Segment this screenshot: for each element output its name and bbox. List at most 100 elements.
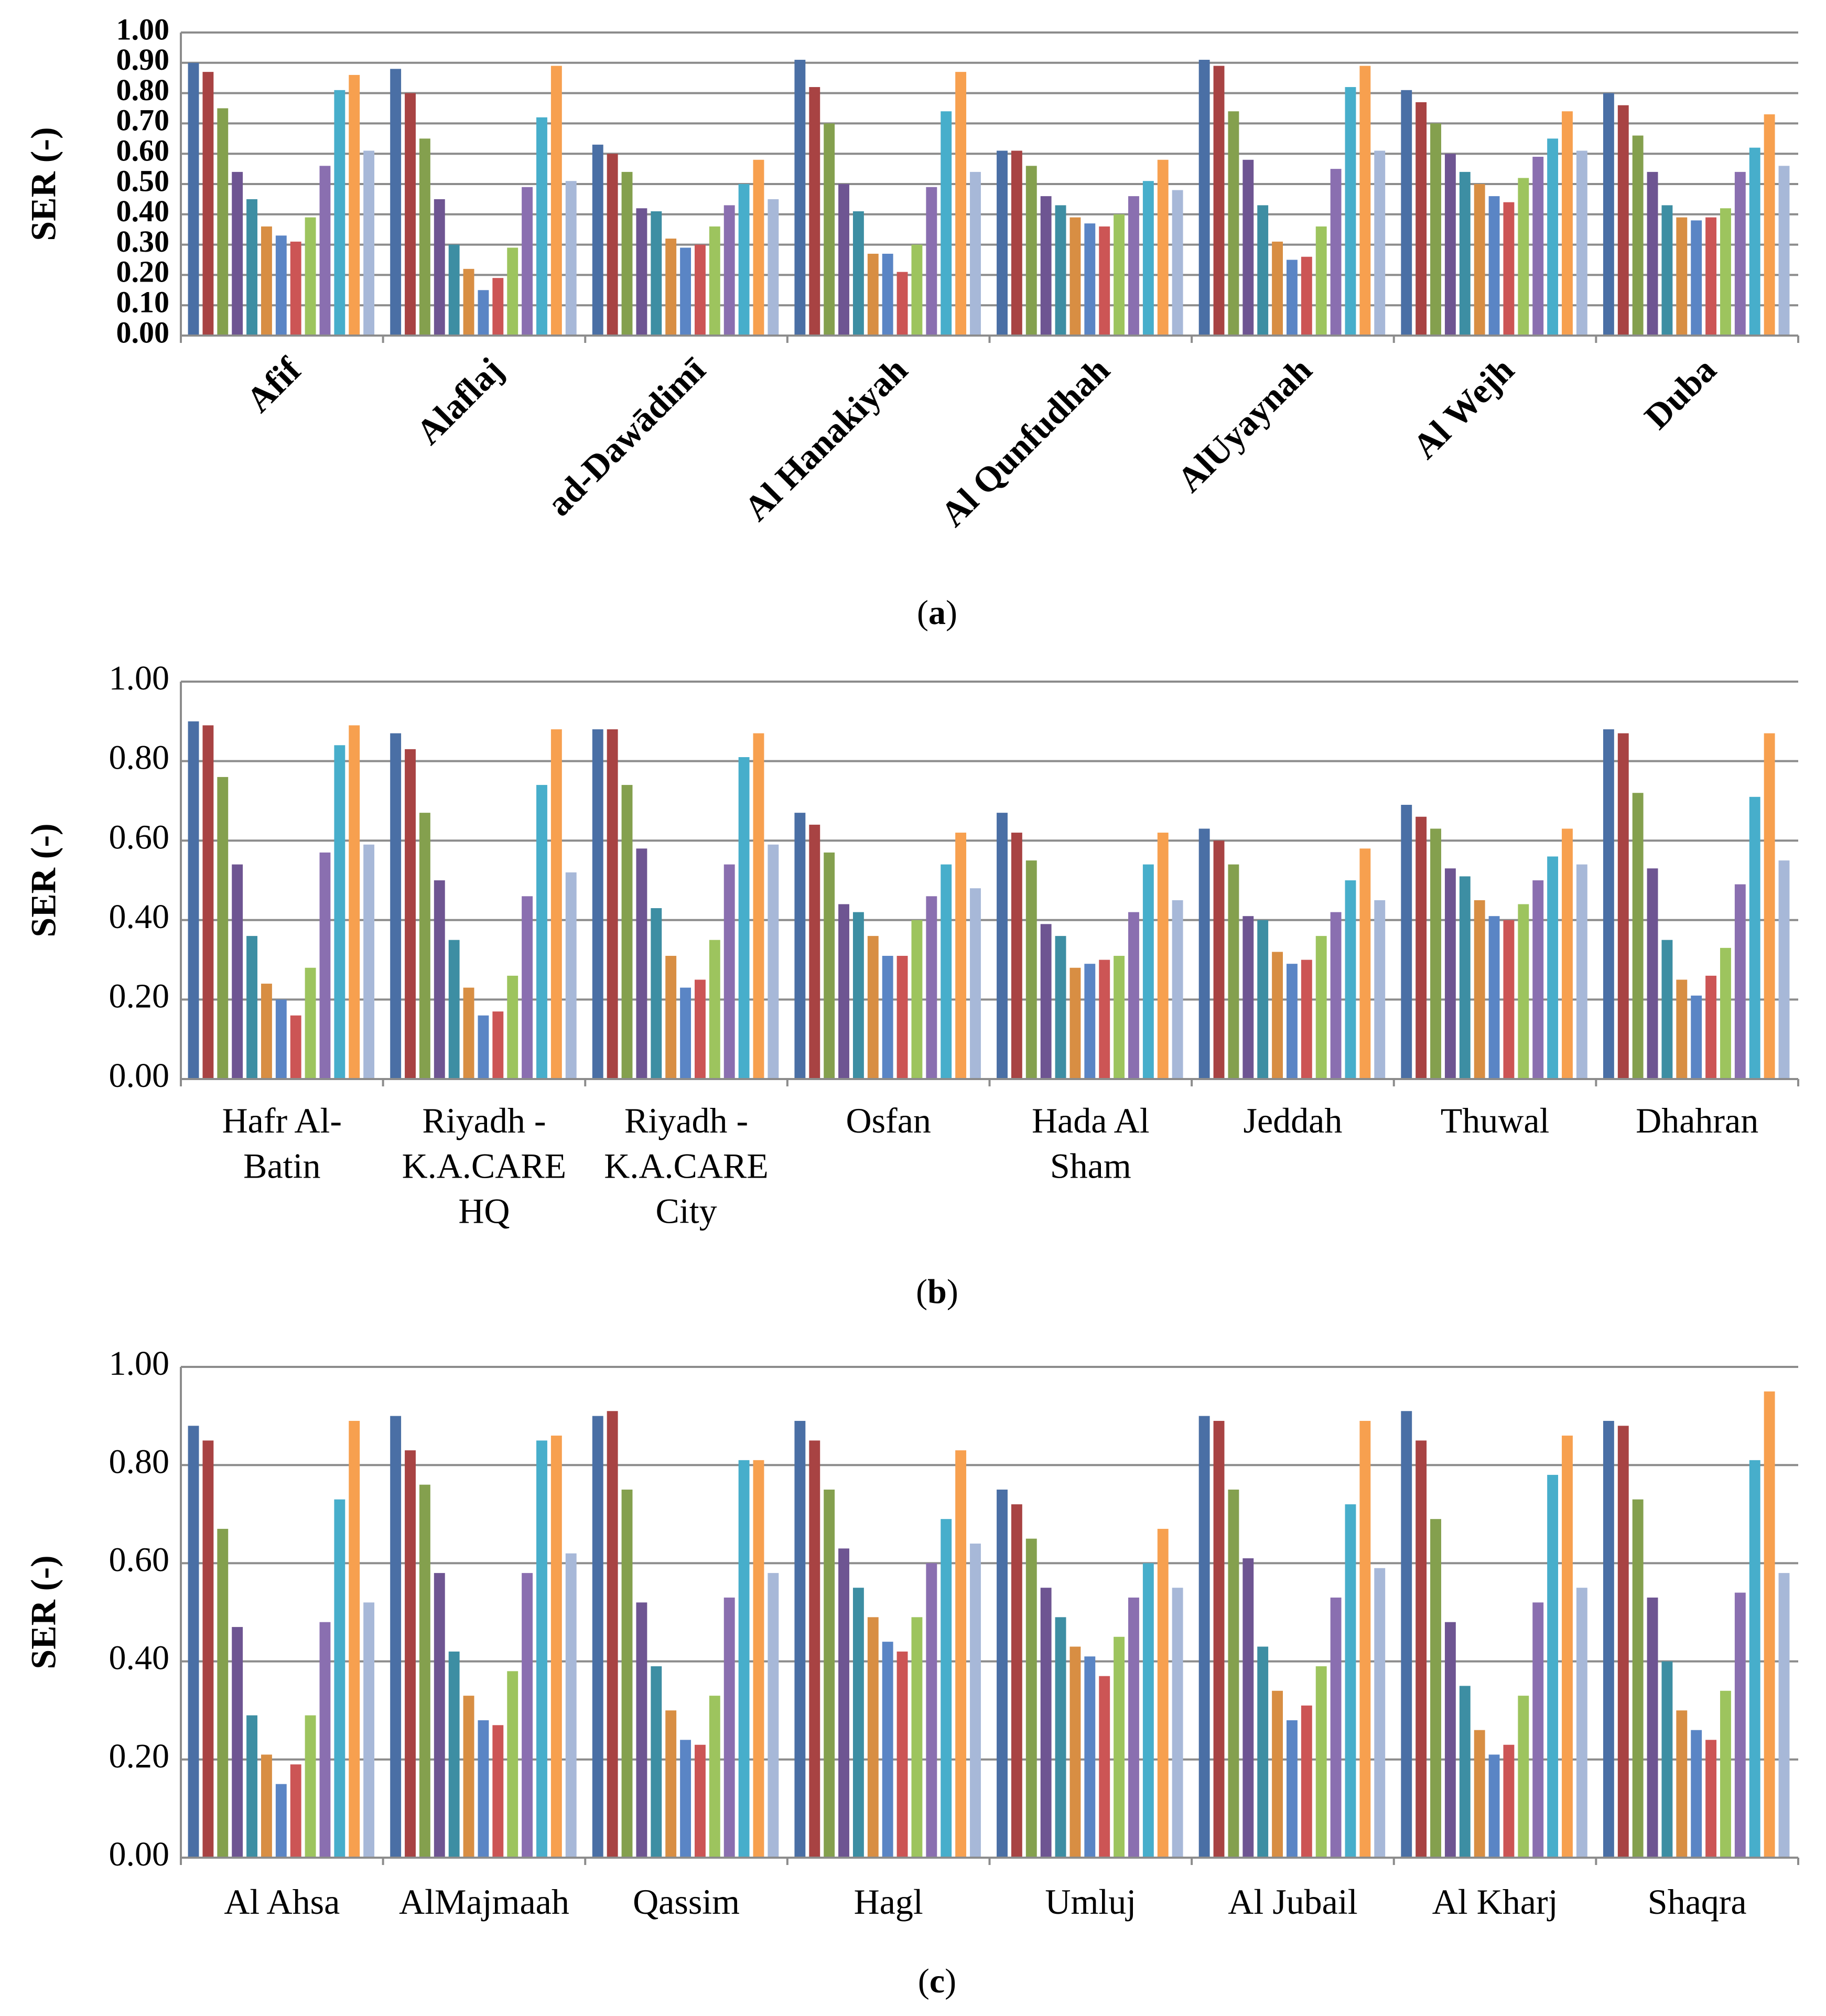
bar [1172,900,1183,1079]
bar [1562,828,1573,1079]
bar [1547,856,1559,1079]
bar [882,956,893,1079]
bar [709,940,720,1079]
bar [565,872,577,1079]
y-tick-label: 0.00 [109,1835,170,1873]
bar [1099,1676,1110,1858]
bar [1128,912,1139,1079]
bar [1330,912,1342,1079]
bar [941,864,952,1079]
bar [319,166,331,336]
bar [753,1460,764,1858]
x-tick-label: Dhahran [1636,1101,1758,1140]
bar [926,896,937,1079]
bar [419,1484,430,1858]
bar [1301,960,1312,1079]
bar [1069,967,1081,1079]
bar [651,1666,662,1858]
bar [794,60,806,336]
bar [188,62,199,336]
bar [1661,205,1673,336]
bar [1720,1690,1731,1858]
bar [405,749,416,1079]
bar [607,1411,618,1858]
bar [1025,166,1037,336]
bar [1272,241,1283,336]
bar [1040,924,1052,1079]
bar [955,72,967,336]
bar [911,920,923,1079]
bar [1099,960,1110,1079]
bar [867,1617,879,1858]
bar [1345,1504,1356,1858]
x-tick-label: Al Ahsa [224,1882,340,1922]
bar [768,199,779,336]
bar [1617,733,1629,1079]
bar [1011,150,1022,336]
bar [419,813,430,1079]
y-tick-label: 0.10 [116,285,170,319]
bar [621,785,633,1079]
bar [955,1450,967,1858]
y-tick-label: 0.80 [109,739,170,777]
y-tick-label: 0.50 [116,164,170,198]
y-tick-label: 1.00 [109,1344,170,1383]
y-tick-label: 0.20 [109,1737,170,1775]
bar [1488,1754,1500,1858]
bar [1198,1416,1210,1858]
bar [695,1744,706,1858]
bar [1676,217,1688,336]
bar [1734,1592,1746,1858]
bar [1632,793,1644,1079]
bar [1330,1597,1342,1858]
bar [275,235,287,336]
y-tick-label: 0.40 [109,898,170,936]
bar [738,757,750,1079]
bar [1647,868,1658,1079]
y-tick-label: 0.00 [109,1056,170,1095]
x-tick-label: Thuwal [1441,1101,1550,1140]
bar [1213,840,1225,1079]
y-tick-label: 0.00 [116,315,170,349]
bar [1562,1436,1573,1858]
bar [1345,880,1356,1079]
bar [1444,868,1456,1079]
y-tick-label: 0.70 [116,103,170,137]
bar [246,1715,257,1858]
bar [867,253,879,336]
bar [261,226,272,336]
x-tick-label: Riyadh -K.A.CARE City [604,1101,769,1231]
bar [1374,900,1386,1079]
panel-a: 0.000.100.200.300.400.500.600.700.800.90… [24,12,1799,632]
x-tick-label: Shaqra [1648,1882,1747,1922]
bar [188,721,199,1079]
x-tick-label: Hagl [854,1882,923,1922]
bar [434,880,445,1079]
bar [1374,1568,1386,1858]
bar [478,1720,489,1858]
panel-caption: (c) [918,1962,956,2000]
bar [1301,256,1312,336]
bar [1359,66,1371,336]
bar [997,1490,1008,1858]
bar [1734,171,1746,336]
bar [434,1573,445,1858]
bar [1459,1686,1471,1858]
bar [1503,202,1515,336]
bar [1416,816,1427,1079]
bar [290,1015,301,1079]
bar [232,864,243,1079]
bar [1705,1740,1717,1858]
bar [1430,1519,1441,1858]
bar [1488,916,1500,1079]
bar [1705,975,1717,1079]
bar [1228,864,1239,1079]
bar [349,74,360,336]
bar [522,1573,533,1858]
bar [305,217,316,336]
bar [838,1548,849,1858]
bar [1764,114,1775,336]
bar [1114,214,1125,336]
panel-c: 0.00 0.20 0.40 0.60 0.80 1.00 Al Ahsa AlMajmaah… [24,1344,1799,2000]
bar [651,211,662,336]
